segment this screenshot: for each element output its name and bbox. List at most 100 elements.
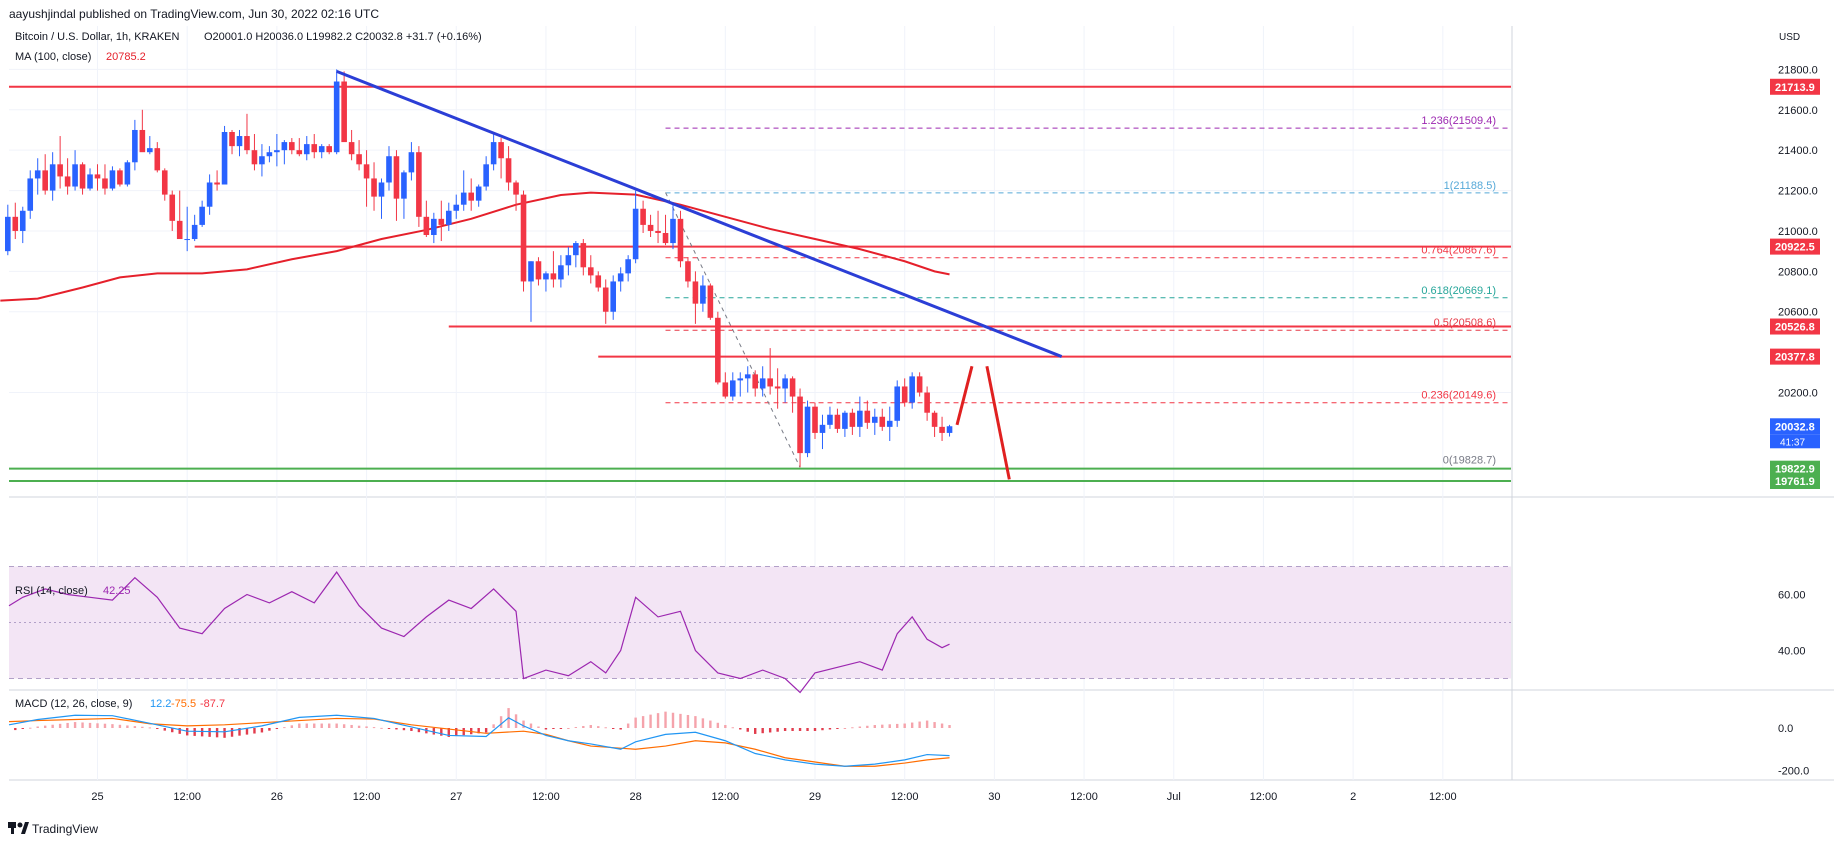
candle-body xyxy=(617,273,624,282)
candle xyxy=(655,210,661,244)
price-axis[interactable]: 21800.0 21600.0 21400.0 21200.0 21000.0 20800… xyxy=(1770,64,1820,778)
time-tick-label: 27 xyxy=(450,791,462,803)
candle-body xyxy=(57,164,63,177)
logo-mark-bar xyxy=(8,822,16,828)
candle-body xyxy=(580,243,587,268)
candle xyxy=(797,388,803,468)
publisher-caption: aayushjindal published on TradingView.co… xyxy=(9,7,379,21)
candle-body xyxy=(722,382,729,397)
macd-histogram-bar xyxy=(200,728,204,737)
macd-histogram-bar xyxy=(716,722,720,728)
macd-histogram-bar xyxy=(298,723,301,728)
histogram-value: -87.7 xyxy=(200,698,225,710)
candle xyxy=(894,380,901,427)
candle-body xyxy=(274,150,280,153)
candle xyxy=(72,150,78,191)
macd-histogram-bar xyxy=(783,728,787,731)
macd-label[interactable]: MACD (12, 26, close, 9) xyxy=(15,698,132,710)
macd-histogram-bar xyxy=(96,723,99,728)
macd-histogram-bar xyxy=(417,728,421,733)
candle xyxy=(886,406,893,441)
macd-histogram-bar xyxy=(81,722,84,728)
candle xyxy=(169,190,176,231)
macd-histogram-bar xyxy=(918,721,921,728)
price-tick-label: 20800.0 xyxy=(1778,266,1818,278)
macd-histogram-bar xyxy=(694,716,697,728)
ma-label[interactable]: MA (100, close) xyxy=(15,51,91,63)
macd-histogram-bar xyxy=(208,728,211,737)
candle xyxy=(117,168,123,187)
candle-body xyxy=(931,412,938,427)
macd-histogram-bar xyxy=(492,724,495,728)
trendline[interactable] xyxy=(336,70,1063,358)
macd-histogram-bar xyxy=(828,728,832,730)
macd-histogram-bar xyxy=(163,728,166,731)
candle xyxy=(789,376,796,413)
fibonacci-retracement[interactable]: 1.236(21509.4) 1(21188.5) 0.764(20867.6) 0.… xyxy=(665,115,1511,468)
candle xyxy=(632,190,639,264)
candle-body xyxy=(139,129,146,153)
macd-histogram-bar xyxy=(798,728,802,731)
time-axis[interactable]: 25 12:00 26 12:00 27 12:00 28 12:00 29 12:00 30 12:… xyxy=(91,791,1456,803)
macd-panel xyxy=(8,708,951,767)
candle xyxy=(191,214,198,242)
candle xyxy=(109,166,116,191)
candle xyxy=(744,366,751,393)
candle xyxy=(939,416,945,441)
fib-swing-line xyxy=(665,192,801,468)
macd-histogram-bar xyxy=(559,728,563,729)
macd-histogram-bar xyxy=(327,723,331,728)
macd-histogram-bar xyxy=(484,728,488,733)
candle xyxy=(617,267,624,292)
symbol-title[interactable]: Bitcoin / U.S. Dollar, 1h, KRAKEN xyxy=(15,31,180,43)
candle-body xyxy=(737,378,744,381)
candle xyxy=(528,261,534,322)
price-badge-text: 20377.8 xyxy=(1775,352,1815,364)
ma100-line xyxy=(0,191,950,302)
candle-body xyxy=(819,424,826,433)
macd-histogram-bar xyxy=(36,726,39,728)
candle-body xyxy=(169,194,176,221)
macd-histogram-bar xyxy=(776,728,779,732)
candle-body xyxy=(729,380,736,397)
rsi-label[interactable]: RSI (14, close) xyxy=(15,585,88,597)
candle xyxy=(161,168,168,201)
signal-value: -75.5 xyxy=(171,698,196,710)
macd-histogram-bar xyxy=(948,725,951,728)
candle-body xyxy=(468,192,474,201)
candle-body xyxy=(19,210,26,231)
price-badge xyxy=(1770,348,1820,365)
candle-body xyxy=(416,152,422,217)
rsi-series-line xyxy=(8,571,950,694)
candle xyxy=(401,170,407,219)
candle xyxy=(281,140,288,165)
candle-body xyxy=(94,174,101,179)
candle-body xyxy=(946,426,953,433)
candle-body xyxy=(857,410,863,427)
candle xyxy=(259,144,265,177)
candle xyxy=(640,200,646,233)
tradingview-logo[interactable]: TradingView xyxy=(8,822,98,836)
candle xyxy=(819,414,826,450)
candle xyxy=(438,200,445,242)
candle xyxy=(176,190,183,240)
candle xyxy=(827,406,833,429)
macd-signal-line xyxy=(8,717,950,767)
macd-histogram-bar xyxy=(522,720,525,728)
macd-histogram-bar xyxy=(686,714,690,728)
candle-body xyxy=(393,156,400,199)
time-tick-label: 12:00 xyxy=(1250,791,1278,803)
candle-body xyxy=(184,239,190,241)
macd-histogram-bar xyxy=(156,728,159,730)
candle xyxy=(333,69,340,155)
candle xyxy=(416,146,422,227)
candle xyxy=(221,125,228,185)
candlesticks[interactable] xyxy=(5,69,953,468)
fib-level-label: 0.764(20867.6) xyxy=(1421,245,1496,257)
candle xyxy=(206,174,213,215)
candle xyxy=(199,200,205,227)
macd-histogram-bar xyxy=(679,713,682,728)
candle-body xyxy=(296,150,303,155)
macd-histogram-bar xyxy=(597,726,600,728)
